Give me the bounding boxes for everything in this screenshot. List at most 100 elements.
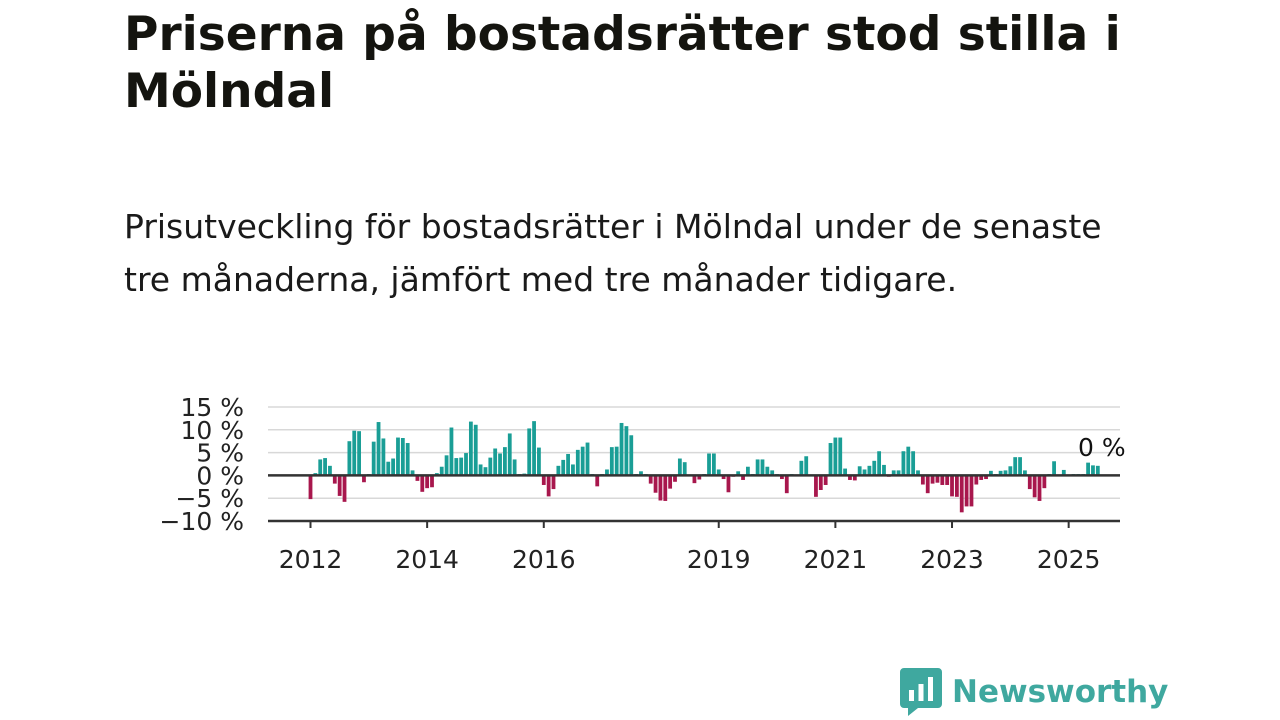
- bar: [882, 464, 886, 476]
- y-tick-label: −10 %: [160, 507, 244, 536]
- bar: [697, 475, 702, 480]
- bar: [974, 475, 979, 485]
- bar: [493, 448, 498, 476]
- bar: [323, 458, 327, 476]
- bar: [357, 431, 361, 476]
- bar: [1037, 475, 1042, 501]
- bar: [663, 475, 668, 501]
- bar: [989, 470, 993, 476]
- tick-labels: 15 %10 %5 %0 %−5 %−10 %2012 2014 2016 2019 2…: [160, 393, 1126, 574]
- bar: [464, 453, 468, 476]
- bar: [852, 475, 857, 481]
- bar: [396, 437, 400, 476]
- bar: [507, 433, 512, 476]
- bar: [347, 441, 352, 476]
- bar: [925, 475, 930, 494]
- bar: [561, 459, 566, 476]
- bar: [901, 451, 906, 476]
- bar: [639, 471, 643, 476]
- bar: [1018, 457, 1022, 476]
- bar: [906, 446, 911, 476]
- bar: [585, 442, 590, 476]
- x-tick-label: 2012: [279, 545, 343, 574]
- bar: [862, 469, 867, 476]
- bar: [770, 470, 775, 476]
- bar: [736, 471, 741, 476]
- bar: [541, 475, 546, 485]
- newsworthy-logo: Newsworthy: [900, 668, 1168, 716]
- bar: [629, 435, 634, 476]
- bar: [444, 455, 449, 476]
- chart-title: Priserna på bostadsrätter stod stilla i …: [124, 7, 1121, 119]
- bar: [677, 458, 682, 476]
- bar: [532, 421, 536, 476]
- bar: [1086, 462, 1090, 476]
- bar: [1003, 470, 1008, 476]
- bar: [998, 470, 1003, 476]
- bar: [405, 443, 410, 476]
- bar: [498, 453, 502, 476]
- bar: [1013, 457, 1018, 476]
- bar: [1052, 461, 1056, 476]
- bar: [488, 457, 493, 476]
- bar: [605, 469, 609, 476]
- bar: [1042, 475, 1047, 489]
- bar: [872, 460, 877, 476]
- bar: [425, 475, 430, 489]
- bar: [916, 470, 920, 476]
- bar: [512, 459, 517, 476]
- bar: [362, 475, 366, 483]
- bar: [410, 470, 415, 476]
- bar: [804, 456, 809, 476]
- x-tick-label: 2014: [395, 545, 459, 574]
- bar: [342, 475, 347, 502]
- bar: [721, 475, 726, 480]
- bar-chart-icon: [900, 668, 942, 716]
- bar: [784, 475, 789, 494]
- bar-chart: 15 %10 %5 %0 %−5 %−10 %2012 2014 2016 2019 2…: [160, 393, 1126, 574]
- bar: [381, 438, 386, 476]
- axes: [268, 474, 1120, 528]
- bar: [566, 453, 570, 476]
- bar: [814, 475, 818, 497]
- x-tick-label: 2019: [687, 545, 751, 574]
- bar: [930, 475, 935, 484]
- brand-name: Newsworthy: [952, 674, 1169, 710]
- bar: [692, 475, 697, 484]
- bar: [828, 443, 833, 476]
- bar: [609, 447, 614, 476]
- y-tick-label: 5 %: [196, 439, 244, 468]
- bar: [376, 422, 381, 476]
- bar: [838, 437, 843, 476]
- bar: [911, 451, 916, 476]
- bar: [527, 428, 532, 476]
- bar-series: [308, 421, 1100, 513]
- bar: [823, 475, 828, 485]
- bar: [551, 475, 556, 490]
- bar: [707, 453, 711, 476]
- bar: [449, 427, 454, 476]
- bar: [857, 466, 862, 476]
- bar: [420, 475, 425, 492]
- bar: [673, 475, 677, 482]
- bar: [969, 475, 974, 507]
- bar: [454, 458, 459, 476]
- bar: [848, 475, 852, 480]
- bar: [984, 475, 988, 480]
- bar: [318, 459, 323, 476]
- y-tick-label: 0 %: [196, 461, 244, 490]
- bar: [1061, 469, 1066, 476]
- bar: [780, 475, 784, 480]
- bar: [473, 424, 478, 476]
- x-tick-label: 2025: [1037, 545, 1101, 574]
- bar: [400, 438, 405, 476]
- last-value-label: 0 %: [1078, 433, 1126, 462]
- bar: [896, 470, 901, 476]
- bar: [337, 475, 342, 496]
- bar: [439, 466, 444, 476]
- bar: [833, 437, 838, 476]
- bar: [537, 447, 541, 476]
- bar: [624, 426, 629, 476]
- bar: [1032, 475, 1037, 498]
- bar: [760, 459, 765, 476]
